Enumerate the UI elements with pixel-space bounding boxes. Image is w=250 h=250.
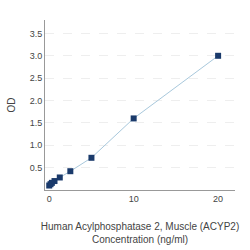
svg-text:3.5: 3.5 [30, 29, 43, 39]
svg-text:10: 10 [129, 194, 139, 204]
svg-text:3.0: 3.0 [30, 51, 43, 61]
svg-text:Human Acylphosphatase 2, Muscl: Human Acylphosphatase 2, Muscle (ACYP2)C… [41, 221, 239, 245]
svg-text:2.5: 2.5 [30, 73, 43, 83]
svg-text:0: 0 [47, 194, 52, 204]
svg-text:0.5: 0.5 [30, 163, 43, 173]
svg-text:1.0: 1.0 [30, 140, 43, 150]
svg-text:20: 20 [213, 194, 223, 204]
svg-text:2.0: 2.0 [30, 96, 43, 106]
svg-text:1.5: 1.5 [30, 118, 43, 128]
svg-text:OD: OD [6, 98, 17, 113]
